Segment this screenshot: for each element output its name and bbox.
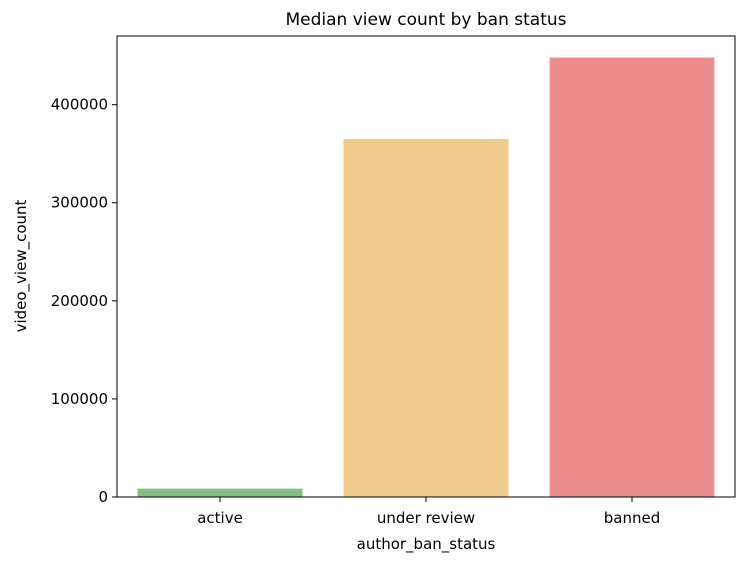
- x-tick-label: under review: [377, 509, 475, 527]
- plot-frame: [116, 35, 736, 498]
- x-tick-label: banned: [604, 509, 660, 527]
- y-tick-label: 400000: [51, 96, 108, 114]
- bar-banned: [549, 57, 715, 497]
- bar-under-review: [343, 138, 509, 497]
- plot-area: 0 100000 200000 300000 400000 active under re…: [51, 35, 736, 527]
- bars-layer: [137, 57, 715, 497]
- x-axis-ticks: active under review banned: [197, 497, 660, 527]
- y-tick-label: 200000: [51, 292, 108, 310]
- chart-title: Median view count by ban status: [285, 10, 566, 30]
- y-tick-label: 300000: [51, 194, 108, 212]
- bar-active: [137, 488, 303, 497]
- y-axis-ticks: 0 100000 200000 300000 400000: [51, 96, 117, 506]
- y-tick-label: 0: [98, 488, 108, 506]
- x-tick-label: active: [197, 509, 243, 527]
- x-axis-label: author_ban_status: [357, 535, 496, 554]
- y-axis-label: video_view_count: [12, 199, 31, 332]
- y-tick-label: 100000: [51, 390, 108, 408]
